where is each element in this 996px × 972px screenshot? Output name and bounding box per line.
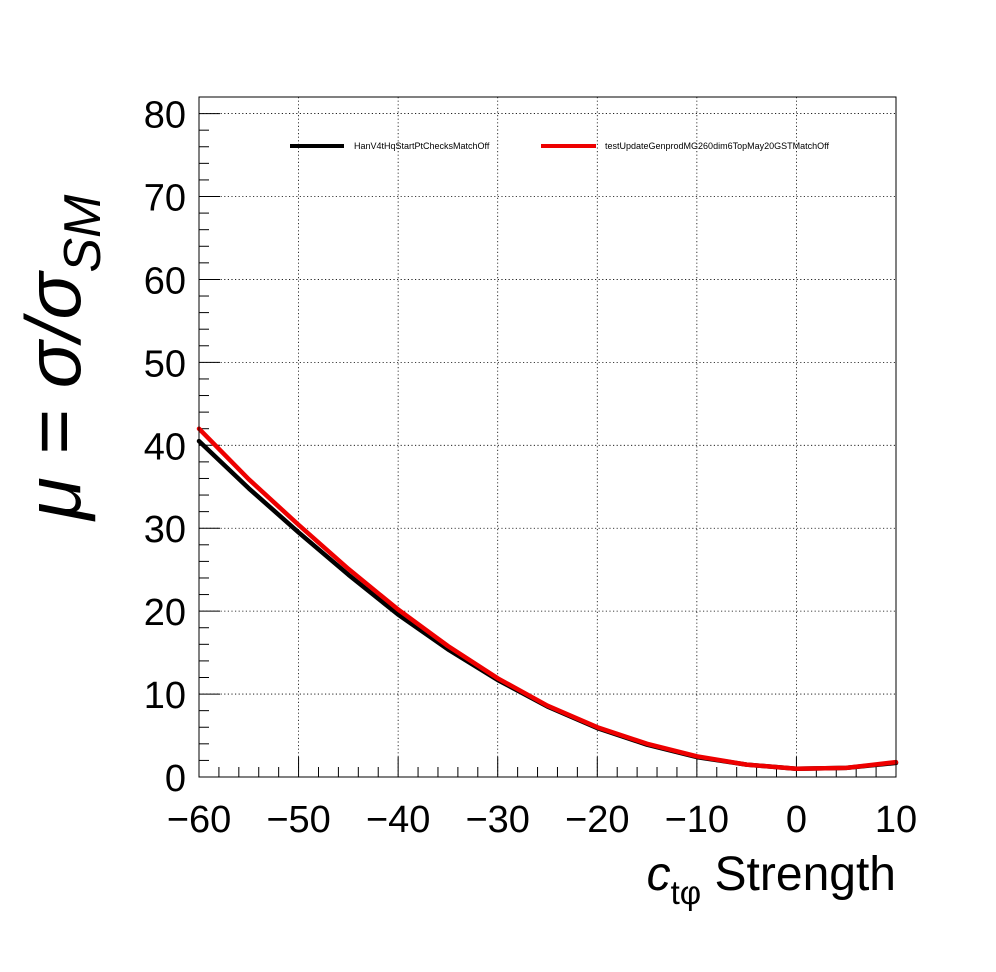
y-tick-label: 30 <box>144 509 186 551</box>
legend: HanV4tHqStartPtChecksMatchOff testUpdate… <box>290 141 829 151</box>
y-axis-title-subscript: SM <box>54 194 112 273</box>
x-tick-label: 10 <box>875 799 917 841</box>
legend-label-series-1: HanV4tHqStartPtChecksMatchOff <box>354 141 490 151</box>
ticks-layer <box>198 96 897 778</box>
y-axis-title-main: μ = σ/σ <box>9 270 97 522</box>
y-tick-label: 60 <box>144 260 186 302</box>
x-tick-label: 0 <box>786 799 807 841</box>
x-tick-label: −50 <box>266 799 330 841</box>
x-axis-title-main: c <box>647 848 671 901</box>
grid-layer <box>199 97 896 777</box>
plot-frame <box>198 96 897 778</box>
y-tick-label: 0 <box>165 758 186 800</box>
y-tick-label: 70 <box>144 178 186 220</box>
x-tick-label: −20 <box>565 799 629 841</box>
x-tick-label: −30 <box>465 799 529 841</box>
series-line-2 <box>196 426 899 771</box>
y-tick-label: 50 <box>144 343 186 385</box>
x-axis-title-suffix: Strength <box>701 848 896 901</box>
y-tick-label: 10 <box>144 675 186 717</box>
y-axis-title: μ = σ/σSM <box>9 194 112 522</box>
x-tick-label: −10 <box>665 799 729 841</box>
y-tick-label: 20 <box>144 592 186 634</box>
series-layer <box>196 426 899 771</box>
x-tick-label: −40 <box>366 799 430 841</box>
y-tick-label: 80 <box>144 95 186 137</box>
y-tick-labels: 0 10 20 30 40 50 60 70 80 <box>144 95 186 800</box>
series-line-1 <box>196 438 899 771</box>
x-tick-labels: −60 −50 −40 −30 −20 −10 0 10 <box>167 799 917 841</box>
x-axis-title-subscript: tφ <box>671 874 702 911</box>
y-tick-label: 40 <box>144 426 186 468</box>
x-tick-label: −60 <box>167 799 231 841</box>
legend-label-series-2: testUpdateGenprodMG260dim6TopMay20GSTMat… <box>605 141 829 151</box>
x-axis-title: ctφ Strength <box>647 848 896 911</box>
